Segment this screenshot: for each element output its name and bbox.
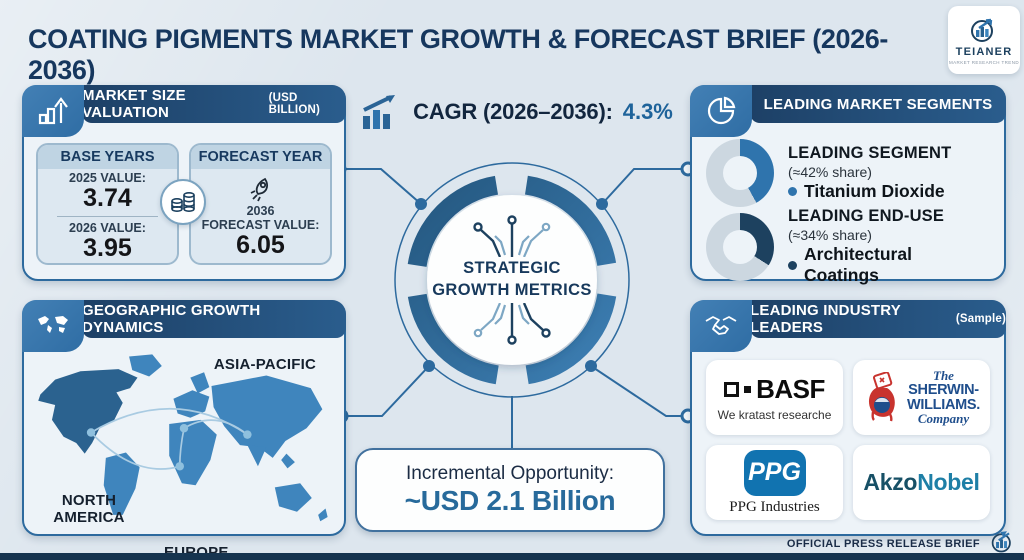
value-2025: 3.74 xyxy=(83,184,132,213)
value-2026-label: 2026 VALUE: xyxy=(69,220,146,235)
pie-chart-icon xyxy=(690,85,752,137)
hub-title-line2: GROWTH METRICS xyxy=(432,281,592,299)
cagr-value: 4.3% xyxy=(622,99,673,124)
brand-chart-icon xyxy=(971,18,993,42)
footer-note: OFFICIAL PRESS RELEASE BRIEF xyxy=(786,538,980,550)
brand-name: TEIANER xyxy=(955,45,1013,58)
leaders-header: LEADING INDUSTRY LEADERS (Sample) xyxy=(750,300,1006,338)
hub-label: STRATEGIC GROWTH METRICS xyxy=(402,200,622,360)
geography-header-text: GEOGRAPHIC GROWTH DYNAMICS xyxy=(82,302,261,336)
forecast-value: 6.05 xyxy=(236,230,285,259)
leading-enduse-row: LEADING END-USE (≈34% share) Architectur… xyxy=(706,207,990,286)
akzo-wordmark-2: Nobel xyxy=(917,469,980,495)
circuit-icon-top xyxy=(473,215,551,258)
geography-panel: GEOGRAPHIC GROWTH DYNAMICS xyxy=(22,300,346,560)
opportunity-value: ~USD 2.1 Billion xyxy=(404,485,616,516)
bar-chart-icon xyxy=(22,85,84,137)
cagr-label: CAGR (2026–2036): xyxy=(413,99,613,124)
leading-segment-donut xyxy=(706,139,774,207)
basf-logo-card: BASF We kratast researche xyxy=(706,360,843,435)
akzo-wordmark-1: Akzo xyxy=(863,469,918,495)
leading-segment-share: (≈42% share) xyxy=(788,164,872,180)
enduse-bullet xyxy=(788,260,797,270)
growth-bars-icon xyxy=(363,95,396,129)
basf-tagline: We kratast researche xyxy=(717,407,832,422)
label-asia-pacific: ASIA-PACIFIC xyxy=(213,356,316,373)
incremental-opportunity-box: Incremental Opportunity: ~USD 2.1 Billio… xyxy=(355,448,665,532)
brand-tagline: MARKET RESEARCH TREND xyxy=(949,59,1019,65)
basf-dot-icon xyxy=(744,385,752,393)
footer-bar xyxy=(0,553,1024,560)
forecast-year-card: FORECAST YEAR 2036 FORECAST VALUE: 6.05 xyxy=(189,143,332,265)
leading-enduse-donut xyxy=(706,212,774,281)
value-2026: 3.95 xyxy=(83,233,132,262)
ppg-caption: PPG Industries xyxy=(729,498,820,515)
paint-can-icon xyxy=(868,371,895,421)
hub-title-line1: STRATEGIC xyxy=(463,259,561,278)
segments-header: LEADING MARKET SEGMENTS xyxy=(750,85,1006,123)
leading-enduse-name: Architectural Coatings xyxy=(804,244,912,285)
sherwin-line1: SHERWIN- xyxy=(908,381,979,398)
base-years-card: BASE YEARS 2025 VALUE: 3.74 2026 VALUE: … xyxy=(36,143,179,265)
segments-panel: LEADING MARKET SEGMENTS LEADING SEGMENT … xyxy=(690,85,1006,285)
sherwin-williams-logo-card: The SHERWIN- WILLIAMS. Company xyxy=(853,360,990,435)
segment-bullet xyxy=(788,187,797,196)
basf-wordmark: BASF xyxy=(756,373,825,404)
basf-square-icon xyxy=(724,381,740,397)
coins-icon xyxy=(160,179,206,225)
rocket-icon xyxy=(250,177,268,202)
opportunity-label: Incremental Opportunity: xyxy=(405,463,615,484)
market-size-panel: MARKET SIZE VALUATION (USD BILLION) BASE… xyxy=(22,85,346,281)
world-map-icon xyxy=(22,300,84,352)
handshake-icon xyxy=(690,300,752,352)
ppg-logo-card: PPG PPG Industries xyxy=(706,445,843,520)
leading-enduse-title: LEADING END-USE xyxy=(788,207,945,225)
market-size-header-text: MARKET SIZE VALUATION xyxy=(82,87,186,121)
leading-segment-title: LEADING SEGMENT xyxy=(788,144,952,162)
cagr-callout: CAGR (2026–2036): 4.3% xyxy=(356,92,676,132)
world-map: ASIA-PACIFIC NORTH AMERICA EUROPE xyxy=(24,348,344,560)
market-size-header-suffix: (USD BILLION) xyxy=(268,92,321,116)
value-2025-label: 2025 VALUE: xyxy=(69,171,146,186)
sherwin-company: Company xyxy=(917,411,970,427)
base-years-title: BASE YEARS xyxy=(38,145,177,169)
sherwin-the: The xyxy=(933,368,954,384)
leading-segment-row: LEADING SEGMENT (≈42% share) Titanium Di… xyxy=(706,139,990,207)
circuit-icon-bottom xyxy=(473,302,551,345)
market-size-header: MARKET SIZE VALUATION (USD BILLION) xyxy=(82,85,346,123)
forecast-value-label: FORECAST VALUE: xyxy=(201,217,320,232)
sherwin-line2: WILLIAMS. xyxy=(906,396,980,413)
footer-brand-icon xyxy=(991,531,1011,553)
leading-enduse-share: (≈34% share) xyxy=(788,227,872,243)
leaders-header-text: LEADING INDUSTRY LEADERS xyxy=(750,302,901,336)
ppg-wordmark: PPG xyxy=(743,449,806,496)
akzonobel-logo-card: AkzoNobel xyxy=(853,445,990,520)
label-north-america: NORTH AMERICA xyxy=(53,492,125,527)
leaders-header-suffix: (Sample) xyxy=(955,313,1006,325)
page-title: COATING PIGMENTS MARKET GROWTH & FORECAS… xyxy=(28,24,888,85)
forecast-year-title: FORECAST YEAR xyxy=(191,145,330,169)
divider xyxy=(56,215,159,217)
leading-segment-name: Titanium Dioxide xyxy=(804,181,945,201)
geography-header: GEOGRAPHIC GROWTH DYNAMICS xyxy=(82,300,346,338)
leaders-panel: LEADING INDUSTRY LEADERS (Sample) BASF W… xyxy=(690,300,1006,536)
segments-header-text: LEADING MARKET SEGMENTS xyxy=(763,95,993,113)
brand-logo-card: TEIANER MARKET RESEARCH TREND xyxy=(948,6,1020,74)
forecast-year: 2036 xyxy=(246,203,275,218)
